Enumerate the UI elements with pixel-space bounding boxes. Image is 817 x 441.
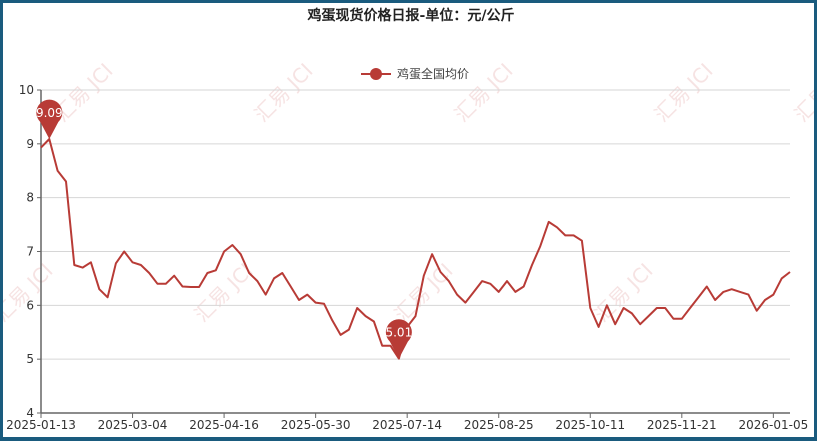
x-tick-label: 2025-08-25 — [464, 418, 534, 432]
watermark-logo: 汇易 JCI — [250, 59, 318, 127]
x-axis: 2025-01-13 2025-03-04 2025-04-16 2025-05-30… — [6, 412, 808, 432]
pin-icon — [36, 99, 63, 139]
x-tick-label: 2025-07-14 — [372, 418, 442, 432]
legend-dot-icon — [370, 68, 382, 80]
y-tick-label: 5 — [26, 352, 34, 366]
legend-item[interactable]: 鸡蛋全国均价 — [361, 66, 469, 81]
y-tick-label: 6 — [26, 298, 34, 312]
watermark-logo: 汇易 JCI — [650, 59, 718, 127]
x-tick-label: 2025-04-16 — [189, 418, 259, 432]
x-tick-label: 2025-10-11 — [555, 418, 625, 432]
y-tick-label: 4 — [26, 406, 34, 420]
watermark-logo: 汇易 JCI — [390, 259, 458, 327]
y-tick-label: 10 — [19, 83, 34, 97]
y-axis: 4 5 6 7 8 9 10 — [19, 83, 42, 420]
mark-point-max: 9.09 — [36, 99, 63, 139]
chart-title: 鸡蛋现货价格日报-单位：元/公斤 — [307, 7, 515, 24]
series-line — [40, 138, 791, 360]
grid — [41, 89, 790, 360]
mark-point-min: 5.01 — [385, 319, 412, 359]
pin-icon — [385, 319, 412, 359]
mark-point-label: 5.01 — [385, 326, 412, 340]
watermark-logo: 汇易 JCI — [790, 59, 814, 127]
y-tick-label: 7 — [26, 245, 34, 259]
x-tick-label: 2025-05-30 — [281, 418, 351, 432]
x-tick-label: 2025-03-04 — [98, 418, 168, 432]
x-tick-label: 2025-01-13 — [6, 418, 76, 432]
mark-points: 9.09 5.01 — [36, 99, 412, 359]
watermark-logo: 汇易 JCI — [3, 259, 58, 327]
y-tick-label: 8 — [26, 191, 34, 205]
mark-point-label: 9.09 — [36, 106, 63, 120]
x-tick-label: 2026-01-05 — [738, 418, 808, 432]
x-tick-label: 2025-11-21 — [647, 418, 717, 432]
legend-label: 鸡蛋全国均价 — [397, 66, 469, 81]
y-tick-label: 9 — [26, 137, 34, 151]
